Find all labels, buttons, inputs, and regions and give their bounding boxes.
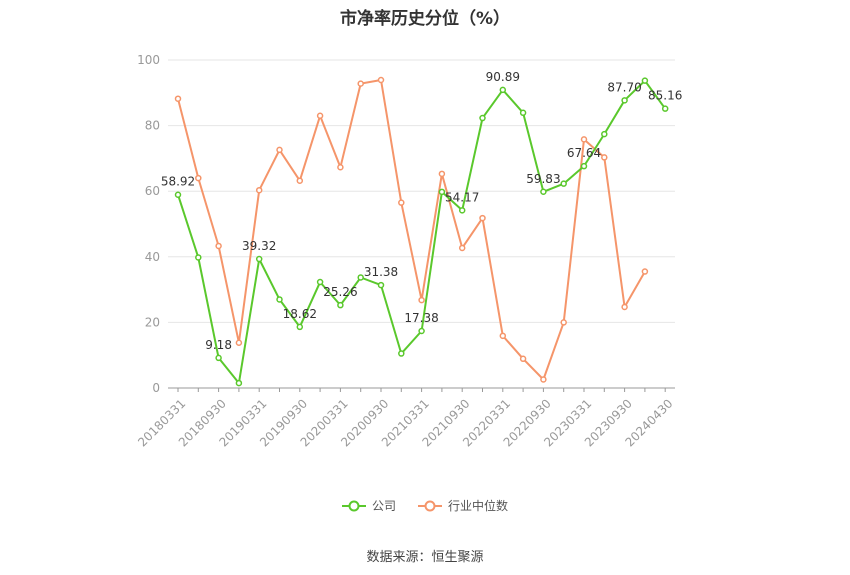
data-label: 39.32 (242, 239, 276, 253)
data-point-company (418, 327, 425, 335)
data-point-industry (499, 332, 507, 340)
data-point-industry (540, 376, 547, 383)
data-point-company (601, 130, 608, 138)
data-point-company (296, 323, 304, 331)
data-point-company (438, 188, 446, 196)
data-point-company (235, 379, 243, 387)
data-point-company (276, 296, 283, 303)
data-point-industry (296, 177, 304, 184)
data-point-industry (438, 170, 446, 178)
data-point-industry (337, 164, 344, 171)
data-point-company (458, 207, 466, 214)
data-point-industry (580, 136, 588, 143)
data-point-industry (316, 112, 324, 120)
data-label: 31.38 (364, 265, 398, 279)
data-point-company (661, 105, 669, 112)
data-point-industry (377, 76, 385, 84)
legend-item-company[interactable]: 公司 (341, 497, 396, 514)
data-label: 90.89 (486, 70, 520, 84)
y-tick-label: 40 (145, 250, 160, 264)
data-point-industry (621, 303, 628, 311)
y-tick-label: 20 (145, 315, 160, 329)
data-point-company (316, 278, 324, 286)
data-label: 58.92 (161, 175, 195, 189)
data-label: 85.16 (648, 89, 682, 103)
data-label: 18.62 (283, 307, 317, 321)
data-point-industry (479, 214, 486, 222)
chart-title: 市净率历史分位（%） (339, 9, 511, 29)
circle-line-icon (418, 500, 442, 511)
y-tick-label: 100 (137, 53, 160, 67)
data-point-company (215, 354, 222, 362)
data-point-company (398, 350, 405, 357)
data-point-company (519, 109, 527, 117)
data-point-company (580, 162, 588, 170)
data-label: 17.38 (404, 311, 438, 325)
legend-label-industry: 行业中位数 (448, 499, 509, 513)
data-point-company (174, 191, 182, 198)
data-label: 59.83 (526, 172, 560, 186)
data-label: 67.64 (567, 146, 601, 160)
data-point-company (479, 114, 486, 122)
series-line-industry (177, 79, 646, 381)
data-point-industry (458, 244, 466, 252)
data-point-industry (215, 242, 222, 250)
data-point-industry (418, 296, 425, 304)
circle-line-icon (341, 500, 366, 511)
legend-item-industry[interactable]: 行业中位数 (418, 497, 508, 514)
data-point-industry (174, 95, 182, 102)
data-source: 数据来源：恒生聚源 (366, 550, 484, 565)
data-point-company (560, 180, 567, 187)
data-point-company (337, 301, 344, 309)
y-tick-label: 60 (145, 184, 160, 198)
data-point-company (195, 254, 202, 261)
data-point-industry (601, 154, 608, 161)
y-tick-label: 80 (145, 119, 160, 133)
data-point-company (540, 188, 547, 196)
data-label: 54.17 (445, 190, 479, 204)
data-point-industry (398, 199, 405, 206)
y-tick-label: 0 (152, 381, 160, 395)
data-point-industry (235, 339, 243, 346)
data-point-industry (519, 355, 527, 363)
data-point-industry (195, 174, 202, 182)
data-label: 87.70 (607, 80, 641, 94)
data-point-company (377, 281, 385, 289)
data-point-industry (641, 268, 649, 275)
data-label: 9.18 (205, 338, 232, 352)
data-point-company (357, 274, 364, 281)
data-point-industry (357, 80, 364, 87)
legend: 公司 行业中位数 (0, 497, 850, 514)
data-point-company (255, 255, 263, 263)
data-point-industry (255, 186, 263, 194)
data-point-industry (560, 319, 567, 326)
legend-label-company: 公司 (371, 499, 396, 513)
data-point-company (499, 86, 507, 94)
data-point-company (641, 77, 649, 84)
data-point-industry (276, 146, 283, 154)
data-label: 25.26 (323, 285, 357, 299)
data-point-company (621, 97, 628, 104)
